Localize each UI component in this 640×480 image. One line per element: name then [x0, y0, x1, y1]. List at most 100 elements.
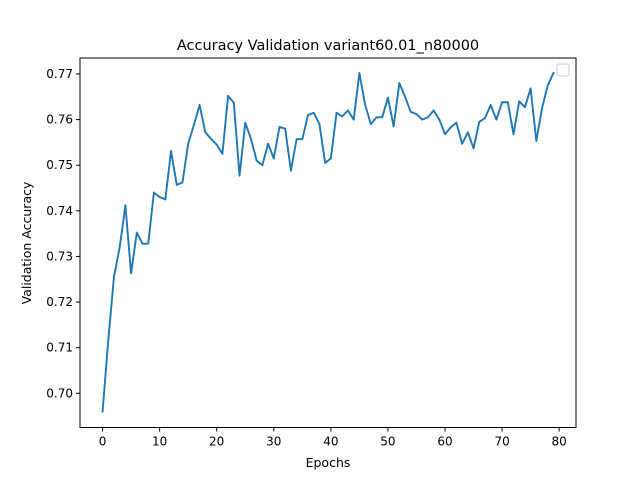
data-point — [158, 196, 161, 199]
data-point — [278, 125, 281, 128]
data-point — [466, 131, 469, 134]
x-tick-label: 50 — [380, 435, 395, 449]
data-point — [518, 100, 521, 103]
x-tick-label: 40 — [323, 435, 338, 449]
x-tick-label: 20 — [209, 435, 224, 449]
y-tick-label: 0.76 — [46, 113, 73, 127]
data-point — [501, 101, 503, 104]
data-point — [318, 123, 321, 126]
data-point — [432, 109, 435, 112]
data-point — [147, 242, 150, 245]
data-point — [335, 111, 338, 114]
y-tick-label: 0.71 — [46, 341, 73, 355]
data-point — [215, 143, 218, 146]
data-point — [472, 147, 475, 150]
data-point — [141, 242, 144, 245]
data-point — [495, 118, 498, 121]
axes-frame — [79, 57, 577, 428]
data-point — [238, 174, 241, 177]
data-point — [421, 118, 424, 121]
data-point — [415, 113, 418, 116]
data-point — [369, 123, 372, 126]
data-point — [438, 118, 441, 121]
data-point — [244, 121, 247, 124]
data-point — [181, 181, 184, 184]
chart-title: Accuracy Validation variant60.01_n80000 — [177, 38, 479, 54]
data-point — [153, 191, 155, 194]
x-tick-label: 70 — [494, 435, 509, 449]
data-point — [324, 162, 327, 164]
data-point — [295, 138, 298, 141]
data-point — [529, 87, 532, 90]
x-axis-label: Epochs — [306, 455, 351, 470]
data-point — [221, 152, 224, 155]
data-point — [307, 114, 309, 116]
x-tick-label: 10 — [152, 435, 167, 449]
data-point — [192, 124, 195, 126]
y-axis-ticks: 0.70 0.71 0.72 0.73 0.74 0.75 0.76 0.77 — [46, 67, 80, 400]
data-point — [198, 104, 201, 106]
data-point — [392, 125, 395, 128]
data-point — [347, 109, 349, 112]
y-tick-label: 0.74 — [46, 204, 73, 218]
data-point — [170, 150, 172, 152]
y-tick-label: 0.77 — [46, 67, 73, 81]
y-tick-label: 0.72 — [46, 295, 73, 309]
x-tick-label: 30 — [266, 435, 281, 449]
x-tick-label: 80 — [552, 435, 567, 449]
data-point — [284, 127, 287, 130]
x-axis-ticks: 0 10 20 30 40 50 60 70 80 — [99, 427, 567, 449]
data-point — [404, 95, 406, 98]
data-point — [484, 117, 486, 120]
data-point — [455, 121, 458, 124]
data-point — [375, 116, 378, 119]
data-point — [341, 115, 344, 118]
data-point — [398, 82, 401, 84]
data-point — [512, 133, 515, 136]
y-tick-label: 0.73 — [46, 249, 73, 263]
data-point — [255, 159, 258, 162]
y-axis-label: Validation Accuracy — [19, 181, 34, 304]
data-point — [364, 103, 366, 106]
data-point — [301, 138, 304, 141]
y-tick-label: 0.70 — [46, 386, 73, 400]
data-point — [358, 72, 361, 74]
data-point — [175, 183, 178, 186]
data-point — [164, 198, 167, 201]
data-point — [546, 84, 549, 87]
data-point — [101, 410, 104, 413]
data-point — [444, 133, 446, 136]
data-point — [489, 104, 492, 106]
data-point — [250, 137, 252, 140]
data-point — [449, 126, 452, 129]
data-point — [290, 169, 292, 172]
data-point — [187, 142, 190, 145]
data-point — [409, 110, 412, 113]
data-point — [272, 157, 275, 160]
data-point — [124, 204, 127, 207]
data-point — [135, 231, 138, 234]
data-point — [552, 72, 555, 74]
data-point — [130, 272, 132, 275]
data-point — [387, 96, 389, 99]
data-point — [312, 111, 315, 114]
series-line — [101, 71, 555, 413]
data-point — [381, 116, 384, 119]
data-point — [524, 106, 526, 109]
data-point — [535, 140, 538, 142]
data-point — [227, 94, 230, 97]
data-point — [461, 142, 464, 145]
data-point — [329, 157, 332, 160]
data-point — [232, 101, 235, 104]
data-point — [118, 246, 121, 249]
plot-area — [101, 71, 555, 413]
legend-box — [556, 63, 570, 77]
y-tick-label: 0.75 — [46, 158, 73, 172]
data-point — [113, 276, 115, 278]
data-point — [426, 116, 429, 119]
x-tick-label: 60 — [437, 435, 452, 449]
data-point — [478, 120, 481, 123]
data-point — [210, 137, 212, 140]
